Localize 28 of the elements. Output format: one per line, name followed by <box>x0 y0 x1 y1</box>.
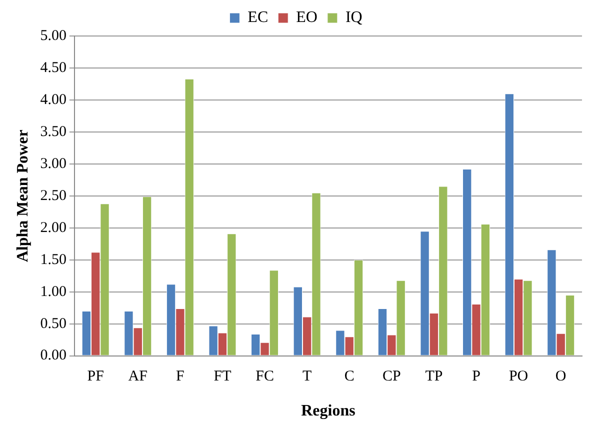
y-tick-label: 3.00 <box>40 156 66 172</box>
x-tick-label: PF <box>87 368 104 385</box>
x-tick-label: FT <box>214 368 232 385</box>
x-tick-label: CP <box>382 368 401 385</box>
x-tick-label: TP <box>425 368 443 385</box>
y-tick-label: 2.50 <box>40 188 66 204</box>
y-tick-label: 3.50 <box>40 124 66 140</box>
x-tick-label: AF <box>128 368 148 385</box>
y-tick-label: 5.00 <box>40 28 66 44</box>
y-tick-label: 1.00 <box>40 284 66 300</box>
y-tick-label: 0.00 <box>40 348 66 364</box>
legend-label: IQ <box>345 9 363 26</box>
x-tick-label: PO <box>508 368 528 385</box>
x-tick-label: T <box>302 368 312 385</box>
x-tick-label: FC <box>256 368 274 385</box>
y-tick-label: 0.50 <box>40 316 66 332</box>
x-tick-label: F <box>176 368 184 385</box>
x-tick-label: C <box>344 368 354 385</box>
y-tick-label: 4.50 <box>40 60 66 76</box>
y-tick-label: 4.00 <box>40 92 66 108</box>
x-tick-label: P <box>472 368 480 385</box>
legend-label: EC <box>248 9 268 26</box>
x-axis-title: Regions <box>301 402 356 420</box>
y-axis-title: Alpha Mean Power <box>14 130 32 262</box>
legend-label: EO <box>296 9 318 26</box>
y-tick-label: 1.50 <box>40 252 66 268</box>
y-tick-label: 2.00 <box>40 220 66 236</box>
x-tick-label: O <box>555 368 566 385</box>
